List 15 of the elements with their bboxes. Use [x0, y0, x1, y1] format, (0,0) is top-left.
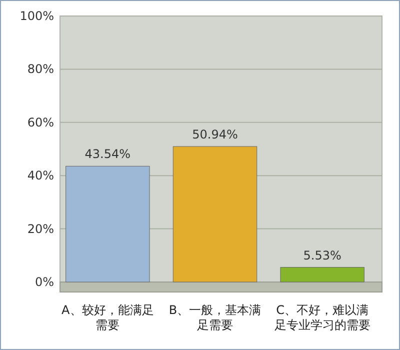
y-tick-label: 40%	[27, 168, 54, 183]
y-tick-label: 20%	[27, 222, 54, 236]
y-tick-label: 100%	[20, 9, 54, 23]
data-label: 43.54%	[84, 147, 131, 162]
data-label: 50.94%	[192, 128, 238, 142]
bar	[66, 166, 150, 282]
x-tick-label: B、一般，基本满足需要	[168, 303, 262, 332]
bar	[280, 267, 364, 282]
data-label: 5.53%	[303, 248, 342, 262]
y-tick-label: 0%	[34, 275, 54, 289]
y-tick-label: 80%	[27, 62, 54, 76]
y-tick-label: 60%	[27, 115, 54, 130]
bar	[172, 146, 258, 282]
x-tick-label: C、不好，难以满足专业学习的需要	[274, 303, 370, 332]
x-tick-label: A、较好，能满足需要	[62, 303, 154, 332]
